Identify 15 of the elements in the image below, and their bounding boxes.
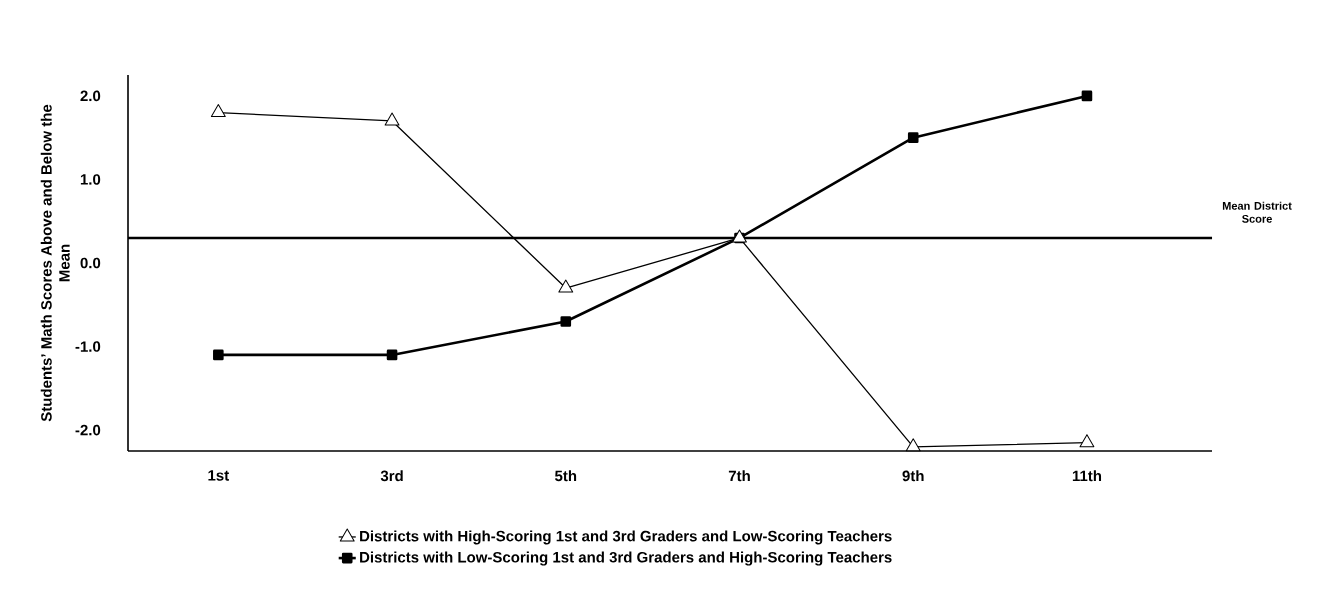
x-tick-label: 9th: [902, 470, 924, 482]
legend-label: Districts with Low-Scoring 1st and 3rd Graders and High-Scoring Teachers: [360, 551, 892, 566]
y-tick-label: -2.0: [75, 424, 101, 436]
x-tick-label: 7th: [728, 470, 750, 482]
y-tick-label: 2.0: [80, 90, 101, 102]
ref-line-label: Mean District Score: [1222, 201, 1292, 223]
x-tick-label: 1st: [208, 470, 229, 481]
legend-label: Districts with High-Scoring 1st and 3rd Graders and Low-Scoring Teachers: [360, 530, 892, 545]
x-tick-label: 3rd: [380, 470, 403, 482]
y-axis-title: Students’ Math Scores Above and Below the Mean: [40, 104, 70, 422]
y-tick-label: -1.0: [75, 341, 101, 352]
y-tick-label: 1.0: [80, 174, 101, 185]
x-tick-label: 5th: [554, 470, 577, 482]
y-tick-label: 0.0: [80, 257, 101, 269]
x-tick-label: 11th: [1072, 470, 1102, 482]
